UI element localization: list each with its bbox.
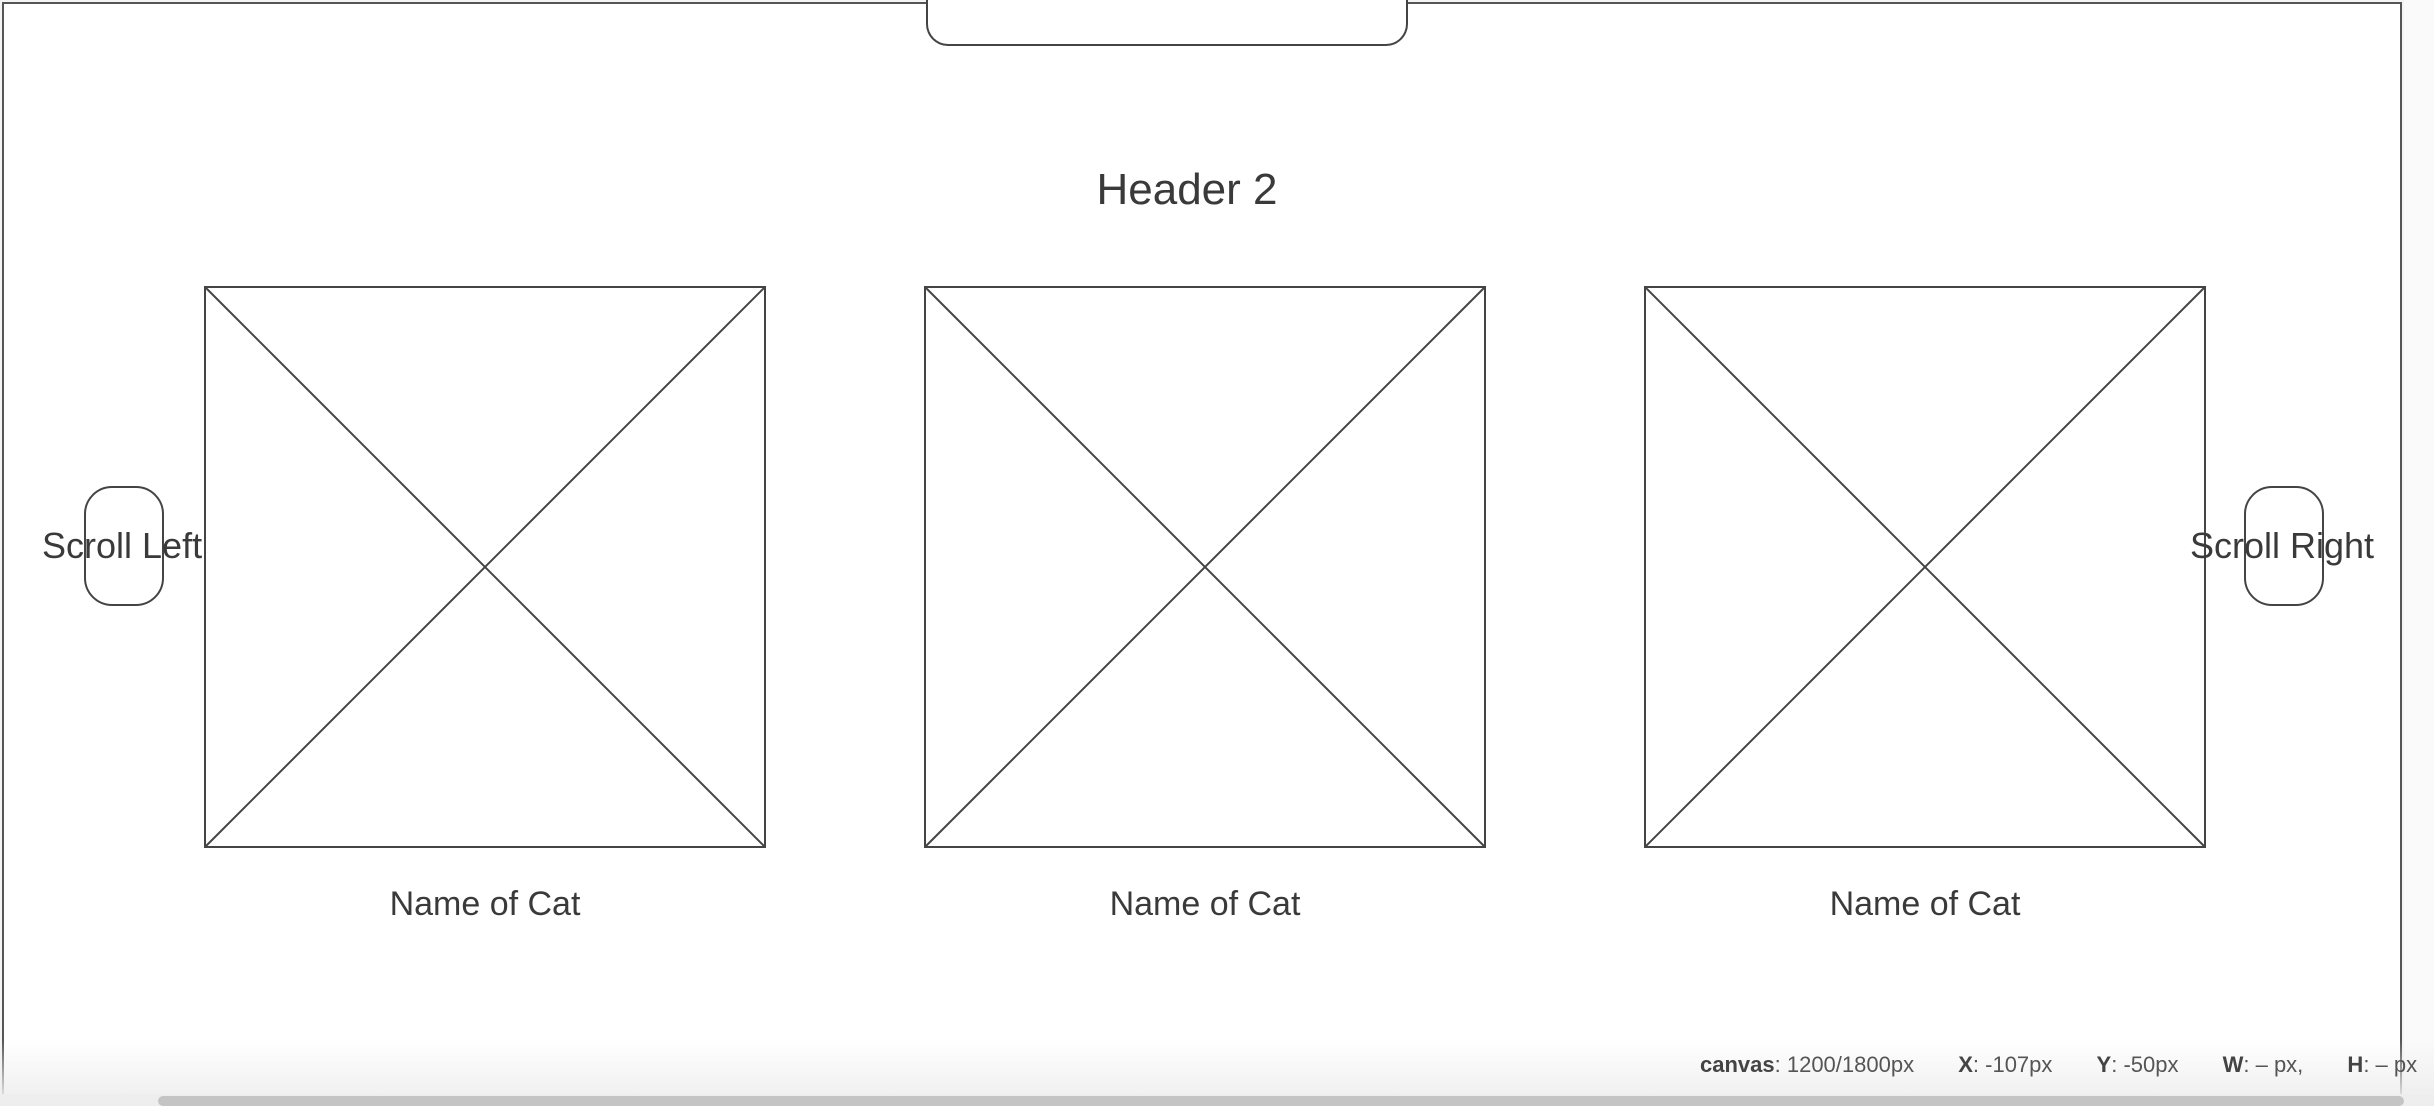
scroll-left-button[interactable] <box>84 486 164 606</box>
image-placeholder-icon <box>1644 286 2206 848</box>
cat-image-placeholder-1[interactable] <box>204 286 766 848</box>
image-placeholder-icon <box>924 286 1486 848</box>
status-w: W: – px, <box>2222 1052 2304 1077</box>
header-2: Header 2 <box>1096 165 1278 214</box>
top-button-placeholder[interactable] <box>926 0 1408 46</box>
status-canvas-size: canvas: 1200/1800px <box>1700 1052 1915 1077</box>
cat-image-placeholder-3[interactable] <box>1644 286 2206 848</box>
cat-name-2: Name of Cat <box>1109 885 1301 923</box>
bottom-fade <box>0 1040 2434 1096</box>
status-bar: canvas: 1200/1800px X: -107px Y: -50px W… <box>1700 1048 2434 1082</box>
cat-name-3: Name of Cat <box>1829 885 2021 923</box>
status-x: X: -107px <box>1958 1052 2053 1077</box>
scroll-left-label: Scroll Left <box>42 525 203 566</box>
cat-name-1: Name of Cat <box>389 885 581 923</box>
scroll-right-button[interactable] <box>2244 486 2324 606</box>
horizontal-scrollbar-thumb[interactable] <box>158 1096 2404 1106</box>
status-y: Y: -50px <box>2096 1052 2179 1077</box>
cat-image-placeholder-2[interactable] <box>924 286 1486 848</box>
scroll-right-label: Scroll Right <box>2190 525 2375 566</box>
image-placeholder-icon <box>204 286 766 848</box>
right-gutter <box>2404 0 2434 1106</box>
status-h: H: – px <box>2347 1052 2418 1077</box>
